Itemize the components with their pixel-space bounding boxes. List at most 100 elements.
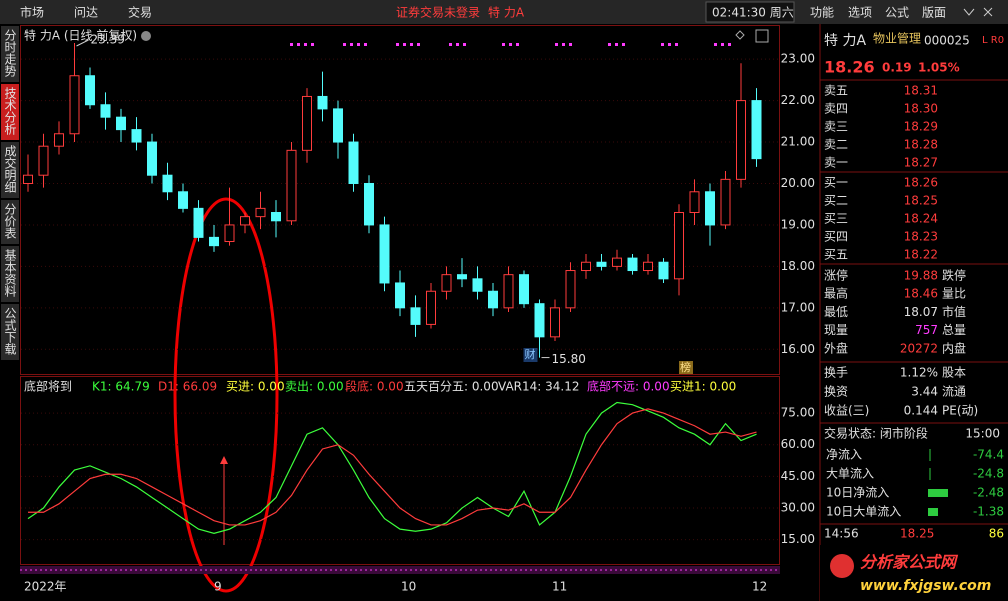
candle-body	[162, 174, 173, 193]
y-tick-label: 18.00	[781, 259, 815, 273]
candle-body	[627, 257, 638, 272]
signal-dot	[396, 43, 399, 46]
row-label: 跌停	[942, 268, 966, 283]
indicator-line	[28, 408, 757, 526]
chart-title: 特 力A (日线 前复权)	[24, 28, 137, 43]
candle-body	[23, 174, 33, 184]
candle-body	[689, 191, 700, 214]
candle-body	[255, 207, 266, 218]
signal-dot	[516, 43, 519, 46]
flow-value: -1.38	[973, 505, 1004, 519]
tick-time: 14:56	[824, 527, 859, 541]
candle-body	[54, 133, 64, 147]
candle-body	[178, 191, 188, 209]
candle-body	[534, 303, 545, 338]
y-tick-label: 60.00	[781, 437, 815, 451]
row-value: 18.28	[904, 138, 938, 152]
flow-bar	[928, 508, 938, 516]
candle-body	[472, 278, 483, 292]
candle-body	[643, 261, 653, 272]
signal-dot	[569, 43, 572, 46]
row-label: 卖二	[824, 138, 848, 152]
indicator-legend: 底部将到	[24, 379, 72, 394]
status-time: 15:00	[965, 427, 1000, 441]
side-tab[interactable]	[1, 304, 19, 360]
signal-dot	[661, 43, 664, 46]
candle-body	[116, 116, 126, 131]
row-label: 收益(三)	[824, 404, 869, 418]
x-label: 11	[552, 580, 567, 594]
signal-dot	[290, 43, 293, 46]
quote-pct: 1.05%	[918, 61, 960, 75]
side-tab[interactable]	[1, 246, 19, 302]
signal-arrow-head	[220, 456, 228, 464]
low-label: 15.80	[552, 352, 586, 366]
menu-item[interactable]: 交易	[128, 5, 152, 20]
event-marker	[523, 348, 538, 362]
row-label: 换资	[824, 385, 848, 399]
flow-value: -74.4	[973, 448, 1004, 462]
candle-body	[271, 212, 281, 222]
y-tick-label: 20.00	[781, 176, 815, 190]
login-notice[interactable]: 证券交易未登录	[396, 5, 480, 20]
menu-item[interactable]: 选项	[848, 6, 872, 20]
side-tab[interactable]	[1, 142, 19, 198]
signal-dot	[622, 43, 625, 46]
signal-dot	[509, 43, 512, 46]
candle-body	[224, 224, 235, 243]
top-bar	[0, 0, 1008, 24]
row-label: 股本	[942, 366, 966, 380]
menu-item[interactable]: 公式	[885, 6, 909, 20]
side-tab-label[interactable]: 公式下载	[3, 307, 17, 356]
row-label: 买一	[824, 176, 848, 190]
indicator-legend: 段底: 0.00	[345, 379, 404, 394]
indicator-legend: 买进1: 0.00	[670, 380, 736, 394]
quote-price: 18.26	[824, 58, 875, 77]
x-label: 12	[752, 580, 767, 594]
signal-dot	[449, 43, 452, 46]
signal-dot	[350, 43, 353, 46]
candle-body	[457, 274, 467, 280]
row-label: 买二	[824, 194, 848, 208]
side-tab-label[interactable]: 技术分析	[3, 87, 17, 136]
signal-dot	[615, 43, 618, 46]
chart-menu-icon[interactable]	[141, 31, 151, 41]
signal-dot	[410, 43, 413, 46]
menu-item[interactable]: 问达	[74, 6, 98, 20]
signal-dot	[721, 43, 724, 46]
menu-item[interactable]: 市场	[20, 5, 44, 20]
row-value: 20272	[900, 341, 938, 355]
row-label: 涨停	[824, 268, 848, 283]
signal-dot	[463, 43, 466, 46]
side-tab[interactable]	[1, 200, 19, 244]
row-label: 卖一	[824, 156, 848, 170]
side-tab[interactable]	[1, 26, 19, 82]
y-tick-label: 22.00	[781, 93, 815, 107]
side-tab-label[interactable]: 分价表	[3, 203, 17, 239]
y-tick-label: 75.00	[781, 406, 815, 420]
window-icons[interactable]	[963, 7, 993, 17]
x-label: 2022年	[24, 580, 67, 594]
candle-body	[736, 100, 746, 180]
signal-dot	[456, 43, 459, 46]
event-marker	[679, 361, 693, 374]
signal-dot	[668, 43, 671, 46]
side-tab-label[interactable]: 成交明细	[3, 145, 17, 193]
diamond-icon[interactable]	[735, 30, 745, 40]
candle-body	[193, 207, 204, 238]
menu-item[interactable]: 功能	[810, 6, 834, 20]
signal-dot	[608, 43, 611, 46]
side-tab-label[interactable]: 基本资料	[3, 249, 17, 297]
candle-body	[751, 100, 762, 160]
candle-body	[488, 290, 498, 309]
candle-body	[333, 108, 343, 143]
candle-body	[658, 261, 669, 280]
side-tab[interactable]	[1, 84, 19, 140]
price-panel	[20, 25, 780, 375]
side-tab-label[interactable]: 分时走势	[3, 29, 17, 77]
row-value: 18.24	[904, 212, 938, 226]
tick-volume: 86	[989, 527, 1004, 541]
y-tick-label: 15.00	[781, 532, 815, 546]
menu-item[interactable]: 版面	[922, 6, 946, 20]
panel-icon[interactable]	[755, 29, 769, 43]
